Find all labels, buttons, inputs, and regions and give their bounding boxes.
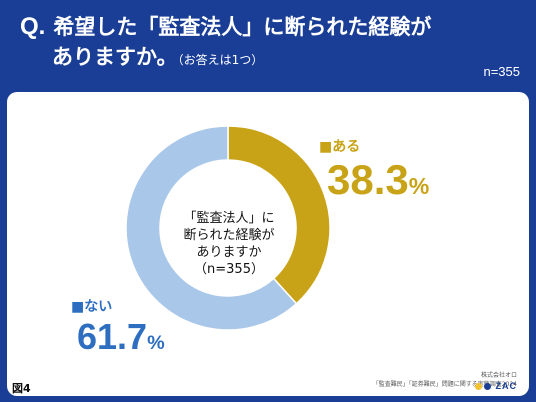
- logo-dot-yellow: [474, 382, 482, 390]
- donut-slice-yes: [227, 125, 331, 305]
- donut-slice-no: [125, 125, 298, 331]
- data-label-no-value: 61.7: [77, 316, 148, 357]
- legend-label-no: ■ない: [71, 299, 113, 315]
- donut-chart: [125, 125, 331, 331]
- center-label-line: 断られた経験が: [183, 228, 275, 243]
- data-label-yes: 38.3%: [327, 156, 429, 204]
- footer-survey: 「監査難民」「証券難民」問題に関する実態調査2024: [372, 381, 517, 388]
- center-label-line: （n=355）: [194, 262, 264, 277]
- question-note: （お答えは1つ）: [177, 53, 264, 67]
- center-label-line: ありますか: [196, 245, 262, 260]
- zac-logo: ZAC: [474, 381, 518, 391]
- question-line2: ありますか。: [52, 45, 178, 69]
- footer-company: 株式会社オロ: [480, 372, 517, 379]
- logo-dot-blue: [483, 382, 491, 390]
- question-mark: Q.: [20, 13, 46, 40]
- footer-credit: 株式会社オロ 「監査難民」「証券難民」問題に関する実態調査2024: [373, 371, 517, 389]
- donut-center-label: 「監査法人」に 断られた経験が ありますか （n=355）: [169, 210, 289, 278]
- figure-label: 図4: [12, 382, 31, 395]
- question-title: Q. 希望した「監査法人」に断られた経験が ありますか。（お答えは1つ）: [20, 12, 431, 75]
- logo-text: ZAC: [495, 381, 517, 391]
- sample-size: n=355: [483, 64, 520, 79]
- center-label-line: 「監査法人」に: [183, 211, 275, 226]
- chart-card: 「監査法人」に 断られた経験が ありますか （n=355） ■ある 38.3% …: [7, 92, 529, 396]
- data-label-no-unit: %: [147, 332, 165, 354]
- question-line1: 希望した「監査法人」に断られた経験が: [53, 15, 432, 39]
- data-label-yes-value: 38.3: [327, 156, 409, 203]
- data-label-yes-unit: %: [408, 173, 430, 199]
- data-label-no: 61.7%: [77, 316, 165, 358]
- legend-label-yes: ■ある: [319, 139, 361, 155]
